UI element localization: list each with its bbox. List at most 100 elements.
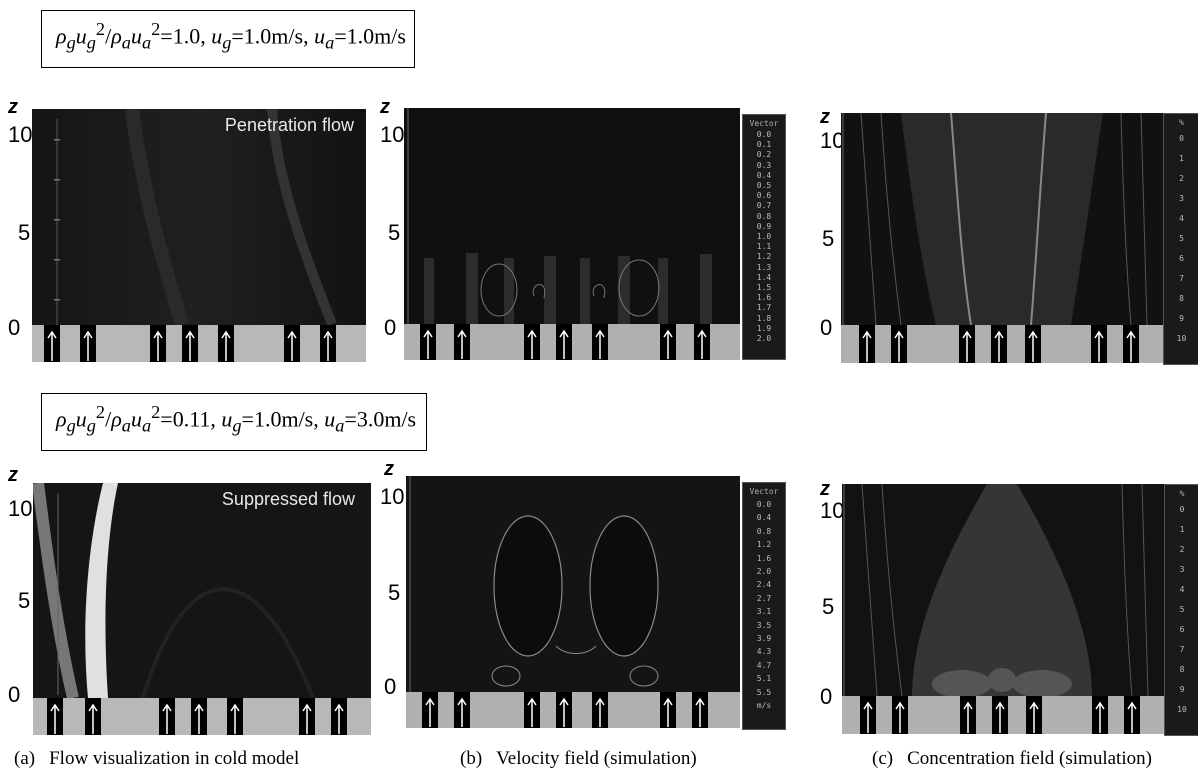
tick-5: 5 (388, 580, 401, 605)
legend-title: % (1179, 118, 1184, 127)
concentration-field-top (841, 113, 1163, 363)
legend-value: 0.1 (756, 140, 772, 150)
tick-10: 10 (8, 122, 33, 147)
tick-0: 0 (820, 315, 833, 340)
condition-box-bottom: ρgug2/ρaua2=0.11, ug=1.0m/s, ua=3.0m/s (41, 393, 427, 451)
legend-value: 0.7 (756, 201, 772, 211)
legend-value: 3.5 (756, 620, 772, 630)
legend-value: 1 (1179, 154, 1184, 163)
legend-value: 10 (1176, 334, 1187, 343)
concentration-legend-top: % 0 1 2 3 4 5 6 7 8 9 10 (1163, 113, 1198, 365)
legend-value: 10 (1177, 705, 1187, 714)
legend-value: 2.0 (756, 567, 772, 577)
legend-value: 0.0 (756, 130, 772, 139)
caption-text: Velocity field (simulation) (496, 748, 697, 769)
legend-value: 8 (1179, 294, 1184, 303)
velocity-legend-bottom: Vector 0.0 0.4 0.8 1.2 1.6 2.0 2.4 2.7 3… (742, 482, 786, 730)
suppressed-flow-label: Suppressed flow (221, 489, 355, 509)
tick-10: 10 (8, 496, 33, 521)
legend-value: 1.2 (756, 540, 772, 550)
legend-value: 1.0 (756, 232, 772, 242)
ua-top: =1.0m/s (334, 23, 406, 49)
legend-value: 0.6 (756, 191, 772, 201)
legend-value: 1.4 (756, 272, 772, 282)
legend-value: 0.9 (756, 221, 772, 231)
legend-value: 0.5 (756, 181, 772, 191)
tick-0: 0 (8, 682, 21, 707)
z-axis-label: z (820, 106, 830, 128)
concentration-legend-bottom: % 0 1 2 3 4 5 6 7 8 9 10 (1164, 484, 1198, 736)
legend-value: 0.8 (756, 526, 772, 536)
caption-text: Flow visualization in cold model (49, 748, 300, 769)
legend-value: 6 (1179, 254, 1184, 263)
tick-0: 0 (384, 315, 397, 340)
condition-box-top: ρgug2/ρaua2=1.0, ug=1.0m/s, ua=1.0m/s (41, 10, 415, 68)
legend-value: 0.2 (756, 150, 772, 160)
legend-value: 5 (1179, 605, 1185, 614)
legend-value: 2 (1179, 545, 1185, 554)
legend-value: 3 (1179, 194, 1184, 203)
legend-value: 1.6 (756, 293, 772, 303)
legend-value: 4.7 (756, 660, 772, 670)
legend-value: 4.3 (756, 647, 772, 657)
legend-value: 9 (1179, 685, 1185, 694)
tick-5: 5 (822, 594, 835, 619)
legend-value: 2 (1179, 174, 1184, 183)
tick-0: 0 (8, 315, 21, 340)
legend-value: 1.9 (756, 323, 772, 333)
legend-value: 0.4 (756, 170, 772, 180)
legend-value: 1.3 (756, 262, 772, 272)
legend-value: 1.8 (756, 313, 772, 323)
caption-a: (a) Flow visualization in cold model (14, 748, 313, 770)
legend-value: 5.1 (756, 674, 772, 684)
legend-value: 9 (1179, 314, 1184, 323)
legend-value: 2.4 (756, 580, 772, 590)
ratio-top: =1.0 (160, 23, 201, 49)
legend-value: 7 (1179, 645, 1185, 654)
legend-value: 6 (1179, 625, 1185, 634)
legend-title: % (1179, 489, 1185, 498)
concentration-field-bottom (842, 484, 1164, 734)
tick-5: 5 (822, 226, 835, 251)
legend-value: 2.0 (756, 334, 772, 344)
caption-letter: (b) (460, 748, 483, 769)
legend-value: 0.0 (756, 500, 772, 509)
z-axis-label: z (820, 478, 830, 500)
legend-value: 1.6 (756, 553, 772, 563)
tick-10: 10 (820, 128, 845, 153)
legend-value: 1 (1179, 525, 1185, 534)
legend-value: 0.3 (756, 160, 772, 170)
legend-value: 1.2 (756, 252, 772, 262)
tick-10: 10 (380, 484, 405, 509)
legend-value: 3.9 (756, 634, 772, 644)
legend-unit: m/s (756, 701, 772, 711)
legend-value: 0.8 (756, 211, 772, 221)
tick-5: 5 (18, 220, 31, 245)
caption-c: (c) Concentration field (simulation) (872, 748, 1166, 770)
legend-value: 1.7 (756, 303, 772, 313)
ua-bottom: =3.0m/s (344, 406, 417, 432)
tick-0: 0 (384, 674, 397, 699)
legend-value: 5.5 (756, 687, 772, 697)
tick-5: 5 (388, 220, 401, 245)
legend-value: 0.4 (756, 513, 772, 523)
legend-value: 7 (1179, 274, 1184, 283)
legend-value: 2.7 (756, 593, 772, 603)
tick-5: 5 (18, 588, 31, 613)
caption-letter: (a) (14, 748, 36, 769)
z-axis-label: z (384, 458, 394, 480)
ratio-bottom: =0.11 (160, 406, 211, 432)
ug-bottom: =1.0m/s (241, 406, 314, 432)
z-axis-label: z (380, 96, 390, 118)
penetration-flow-label: Penetration flow (224, 115, 354, 135)
tick-0: 0 (820, 684, 833, 709)
legend-value: 8 (1179, 665, 1185, 674)
legend-value: 3 (1179, 565, 1185, 574)
tick-10: 10 (820, 498, 845, 523)
velocity-field-bottom (406, 476, 740, 728)
flow-visualization-bottom: Suppressed flow (33, 483, 371, 735)
legend-value: 0 (1179, 505, 1185, 514)
caption-text: Concentration field (simulation) (907, 748, 1152, 769)
z-axis-label: z (8, 464, 18, 486)
legend-value: 4 (1179, 585, 1185, 594)
